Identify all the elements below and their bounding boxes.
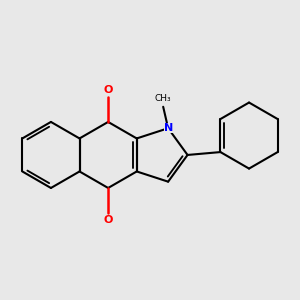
Text: N: N	[164, 123, 173, 133]
Text: O: O	[103, 85, 113, 94]
Text: O: O	[103, 215, 113, 225]
Text: CH₃: CH₃	[155, 94, 172, 103]
